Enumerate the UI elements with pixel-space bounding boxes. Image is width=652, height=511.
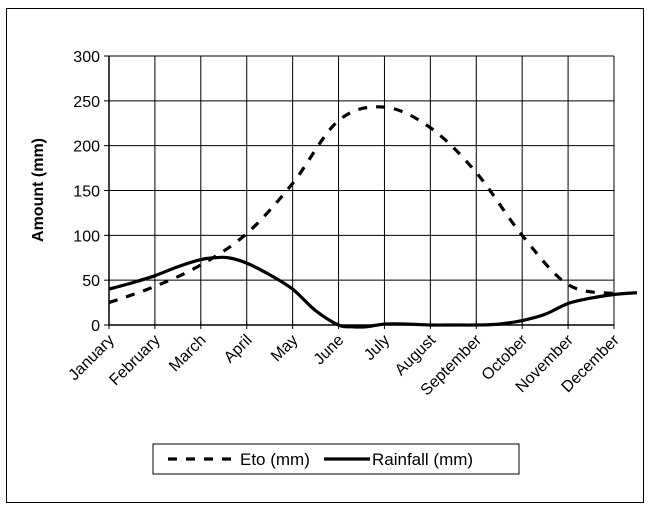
rainfall-line (108, 255, 638, 329)
legend: Eto (mm) Rainfall (mm) (152, 443, 520, 475)
x-tick-label: April (221, 332, 256, 367)
x-tick-label: July (361, 332, 393, 364)
y-tick-label: 250 (73, 94, 100, 111)
y-tick-label: 150 (73, 184, 100, 201)
y-tick-label: 200 (73, 139, 100, 156)
series-lines (108, 105, 638, 329)
chart-frame (6, 8, 644, 503)
y-tick-labels: 0 50 100 150 200 250 300 (73, 49, 100, 335)
legend-rainfall-label: Rainfall (mm) (372, 450, 473, 469)
y-axis-title: Amount (mm) (30, 138, 47, 242)
y-tick-label: 0 (91, 318, 100, 335)
x-tick-label: June (311, 332, 348, 369)
x-tick-label: March (166, 332, 209, 375)
gridlines (109, 55, 615, 325)
axes (104, 55, 615, 329)
y-tick-label: 100 (73, 228, 100, 245)
x-tick-label: February (106, 332, 163, 389)
eto-line (108, 105, 615, 305)
x-tick-label: May (268, 332, 301, 365)
legend-eto-label: Eto (mm) (240, 450, 310, 469)
y-tick-label: 50 (82, 273, 100, 290)
y-tick-label: 300 (73, 49, 100, 66)
